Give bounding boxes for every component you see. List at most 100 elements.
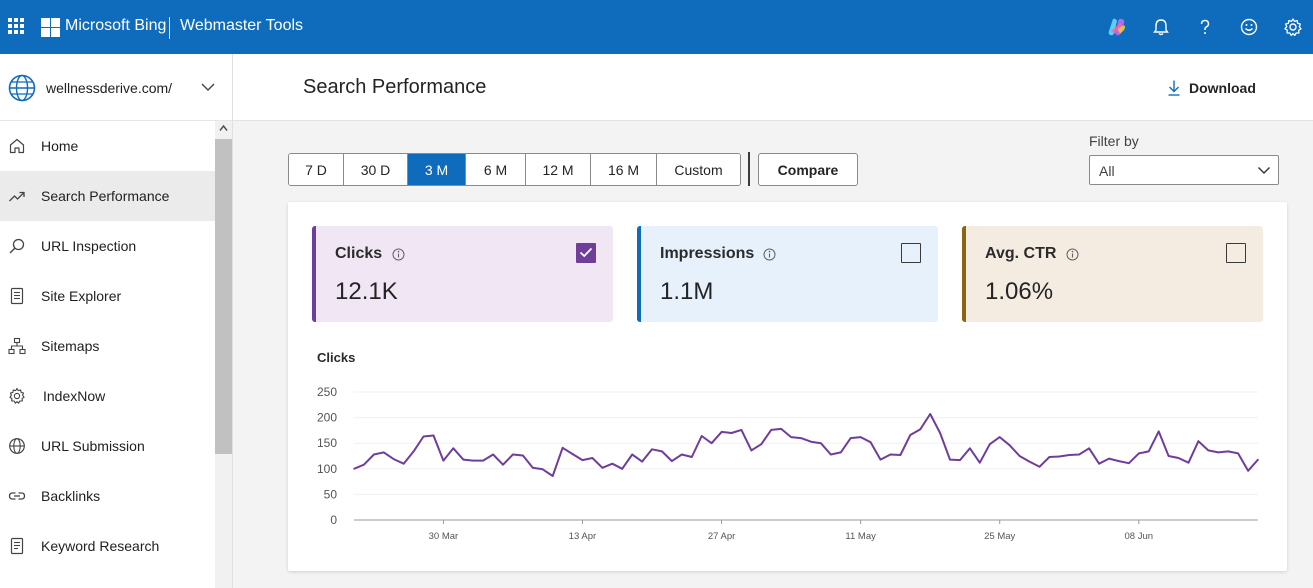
range-3m-button[interactable]: 3 M [408, 154, 466, 185]
data-point [989, 443, 991, 445]
sidebar-item-label: Home [41, 138, 79, 154]
bell-icon[interactable] [1151, 17, 1171, 37]
download-button[interactable]: Download [1167, 78, 1256, 98]
data-point [532, 467, 534, 469]
data-point [422, 435, 425, 438]
sidebar-item-home[interactable]: Home [0, 121, 215, 171]
data-point [1068, 454, 1071, 456]
clicks-metric-tile[interactable]: Clicks 12.1K [312, 226, 613, 322]
data-point [601, 467, 604, 469]
globe-icon [8, 437, 26, 455]
sidebar-item-site-explorer[interactable]: Site Explorer [0, 271, 215, 321]
info-icon[interactable] [392, 248, 405, 261]
range-12m-button[interactable]: 12 M [526, 154, 591, 185]
data-point [392, 458, 395, 460]
top-bar: Microsoft Bing Webmaster Tools [0, 0, 1313, 54]
chevron-down-icon[interactable] [200, 81, 216, 93]
ctr-metric-tile[interactable]: Avg. CTR 1.06% [962, 226, 1263, 322]
data-point [810, 440, 812, 443]
info-icon[interactable] [763, 248, 776, 261]
sidebar-item-backlinks[interactable]: Backlinks [0, 471, 215, 521]
sidebar-item-indexnow[interactable]: IndexNow [0, 371, 215, 421]
range-custom-button[interactable]: Custom [657, 154, 740, 185]
scrollbar-thumb[interactable] [215, 139, 232, 454]
data-point [561, 447, 564, 449]
compare-button[interactable]: Compare [758, 153, 858, 186]
site-name[interactable]: wellnessderive.com/ [46, 80, 173, 96]
brand-name[interactable]: Microsoft Bing [65, 17, 167, 34]
sidebar-item-label: Site Explorer [41, 288, 122, 304]
data-point [1138, 452, 1140, 455]
x-tick-label: 30 Mar [429, 531, 459, 542]
data-point [522, 454, 524, 457]
data-point [730, 432, 733, 434]
info-icon[interactable] [1066, 248, 1079, 261]
impressions-metric-tile[interactable]: Impressions 1.1M [637, 226, 938, 322]
x-tick-label: 08 Jun [1125, 531, 1154, 542]
clicks-line-chart: 0 50 100 150 200 250 30 Mar 13 Apr 27 Apr 11 May 2… [300, 378, 1275, 558]
data-point [412, 450, 415, 453]
data-point [373, 453, 375, 456]
data-point [551, 475, 554, 477]
date-range-selector: 7 D 30 D 3 M 6 M 12 M 16 M Custom [288, 153, 741, 186]
sidebar: wellnessderive.com/ Home Search Performa… [0, 54, 233, 588]
brand-divider [169, 17, 170, 39]
data-point [1197, 440, 1200, 442]
data-point [1008, 444, 1011, 446]
filter-dropdown[interactable]: All [1089, 155, 1279, 185]
impressions-checkbox[interactable] [901, 243, 921, 263]
scroll-up-arrow-icon[interactable] [219, 124, 228, 132]
sidebar-item-label: Keyword Research [41, 538, 160, 554]
gear-icon[interactable] [1283, 17, 1303, 37]
data-point [1147, 450, 1150, 453]
microsoft-logo-icon [41, 18, 60, 37]
sidebar-item-url-submission[interactable]: URL Submission [0, 421, 215, 471]
filter-label: Filter by [1089, 133, 1139, 149]
site-selector[interactable]: wellnessderive.com/ [0, 54, 232, 121]
document-icon [8, 537, 26, 555]
apps-waffle-icon[interactable] [8, 18, 24, 34]
sidebar-scrollbar[interactable] [215, 121, 232, 588]
range-16m-button[interactable]: 16 M [591, 154, 657, 185]
data-point [830, 453, 832, 456]
help-icon[interactable] [1195, 17, 1215, 37]
data-point [432, 434, 435, 437]
data-point [909, 434, 912, 436]
clicks-checkbox[interactable] [576, 243, 596, 263]
data-point [1118, 460, 1120, 462]
data-point [1207, 449, 1210, 452]
feedback-smiley-icon[interactable] [1239, 17, 1259, 37]
sidebar-item-url-inspection[interactable]: URL Inspection [0, 221, 215, 271]
data-point [571, 453, 574, 455]
product-name[interactable]: Webmaster Tools [180, 17, 304, 34]
data-point [611, 462, 614, 465]
data-point [651, 448, 653, 451]
sidebar-item-sitemaps[interactable]: Sitemaps [0, 321, 215, 371]
data-point [472, 459, 474, 462]
data-point [591, 457, 594, 459]
chart-title: Clicks [317, 350, 356, 365]
data-point [621, 468, 623, 470]
range-6m-button[interactable]: 6 M [466, 154, 526, 185]
copilot-icon[interactable] [1107, 17, 1127, 37]
y-tick-label: 50 [324, 487, 338, 501]
data-point [1177, 457, 1180, 459]
sidebar-item-search-performance[interactable]: Search Performance [0, 171, 215, 221]
data-point [691, 456, 693, 458]
data-point [770, 429, 772, 431]
data-point [512, 453, 514, 456]
data-point [969, 447, 971, 450]
data-point [462, 458, 465, 461]
ctr-checkbox[interactable] [1226, 243, 1246, 263]
range-7d-button[interactable]: 7 D [289, 154, 344, 185]
sidebar-item-keyword-research[interactable]: Keyword Research [0, 521, 215, 571]
globe-icon [8, 74, 36, 102]
data-point [1078, 453, 1080, 456]
y-tick-label: 200 [317, 411, 337, 425]
data-point [452, 447, 455, 450]
data-point [502, 463, 504, 466]
range-30d-button[interactable]: 30 D [344, 154, 408, 185]
download-label: Download [1189, 80, 1256, 96]
x-tick-label: 27 Apr [708, 531, 735, 542]
metric-value: 1.1M [660, 278, 714, 305]
